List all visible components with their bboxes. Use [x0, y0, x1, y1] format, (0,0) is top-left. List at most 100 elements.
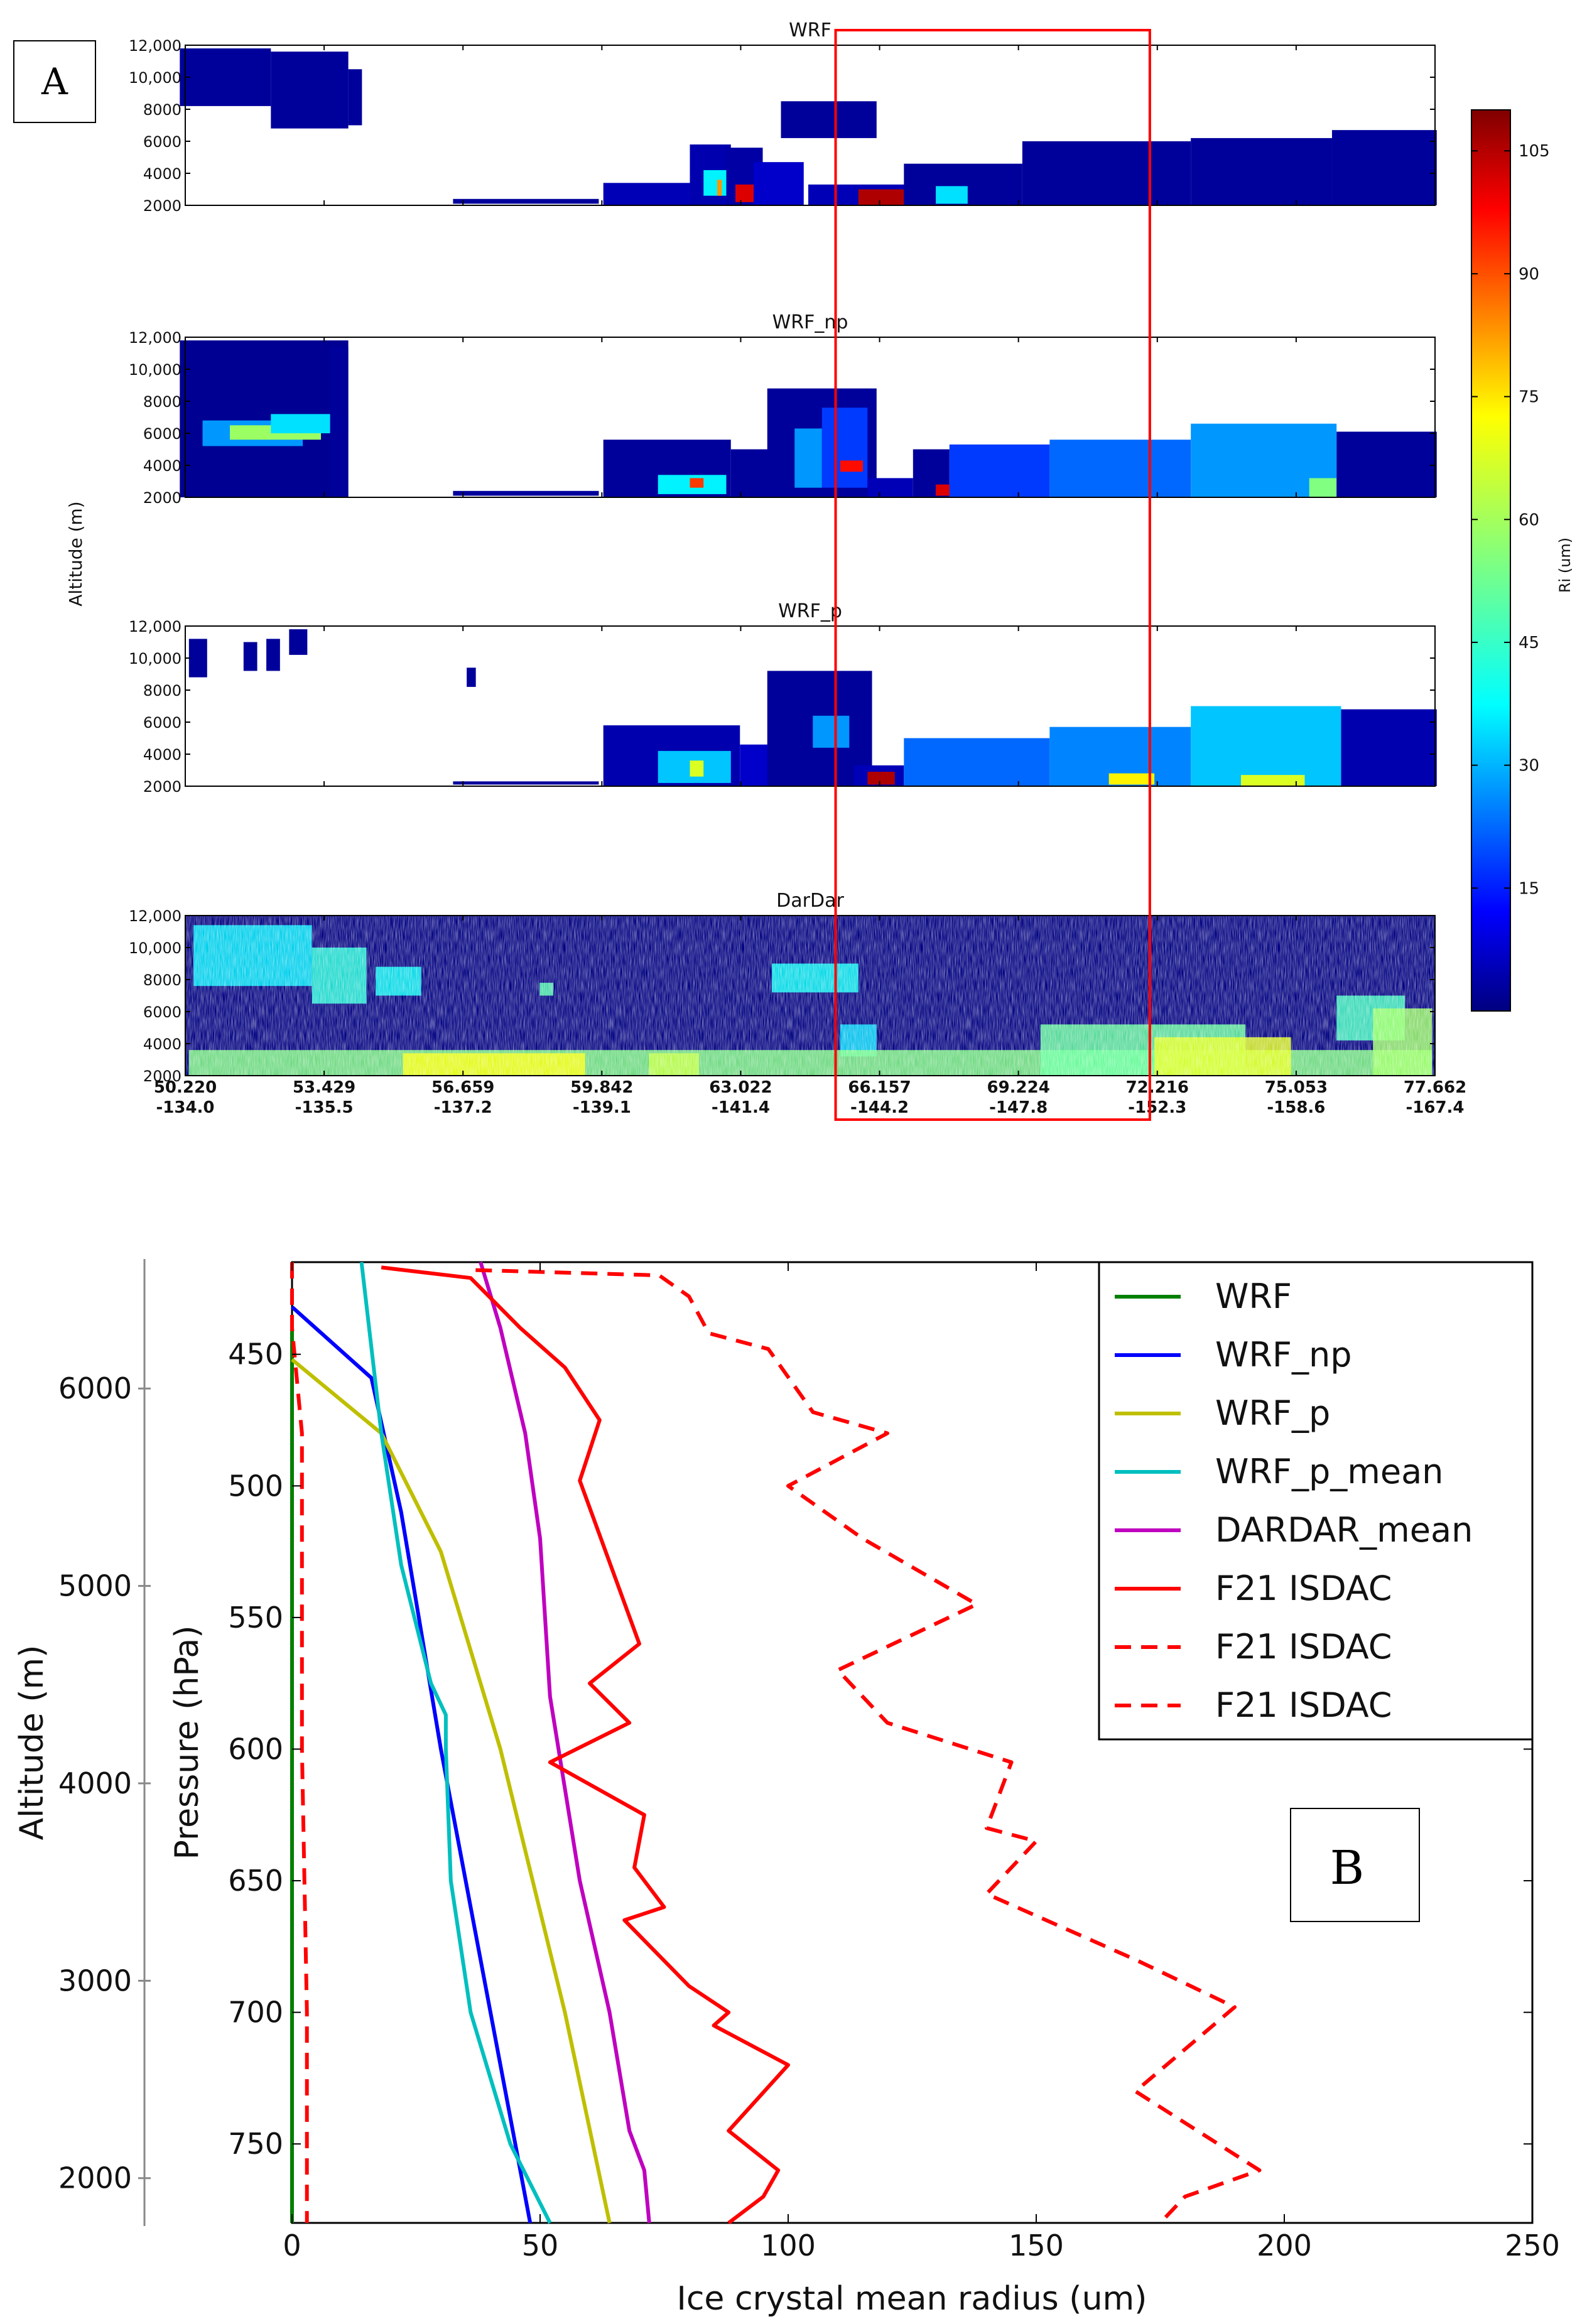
x-tick-lat: 59.842: [570, 1078, 633, 1097]
x-tick-lon: -147.8: [989, 1098, 1048, 1117]
heatmap-cell: [813, 715, 850, 748]
x-tick-lon: -158.6: [1267, 1098, 1325, 1117]
y-tick-label: 10,000: [129, 69, 181, 87]
y-tick-label: 4000: [143, 165, 181, 183]
y-tick-label: 700: [228, 1996, 283, 2029]
x-tick-lon: -137.2: [434, 1098, 492, 1117]
heatmap-cell: [690, 760, 704, 777]
heatmap-panel-dardar: DarDar 12,000 10,000 8000 6000 4000 2000: [129, 890, 1436, 1085]
x-tick-lat: 50.220: [154, 1078, 217, 1097]
y-tick-label: 8000: [143, 393, 181, 411]
heatmap-frame: [185, 45, 1436, 206]
legend-label: WRF_p: [1215, 1393, 1330, 1433]
x-tick-lon: -135.5: [295, 1098, 354, 1117]
y-tick-label: 2000: [143, 197, 181, 215]
colorbar-tick-label: 30: [1519, 757, 1539, 776]
heatmap-cell: [330, 347, 349, 497]
panel-a-label: A: [41, 60, 68, 103]
y-tick-label: 10,000: [129, 361, 181, 379]
heatmap-panel-wrf: WRF 12,000 10,000 8000 6000 4000 2000: [129, 19, 1437, 215]
heatmap-cell: [904, 738, 1050, 786]
legend-items: WRF WRF_np WRF_p WRF_p_mean DARDAR_mean F21 I…: [1115, 1277, 1473, 1725]
altitude-tick-label: 5000: [58, 1569, 132, 1603]
heatmap-cell: [1191, 706, 1341, 786]
x-tick-lat: 63.022: [709, 1078, 772, 1097]
y-tick-label: 12,000: [129, 907, 181, 925]
heatmap-cell: [867, 772, 895, 785]
x-tick-lat: 56.659: [431, 1078, 494, 1097]
altitude-axis-label-b: Altitude (m): [13, 1645, 51, 1840]
heatmap-cell: [603, 183, 690, 205]
heatmap-cell: [754, 162, 804, 205]
x-tick-label: 200: [1257, 2229, 1312, 2262]
y-tick-label: 6000: [143, 714, 181, 732]
y-tick-label: 6000: [143, 1003, 181, 1021]
y-tick-label: 6000: [143, 133, 181, 151]
legend-box: [1098, 1261, 1534, 1741]
heatmap-cell: [1191, 138, 1332, 205]
x-tick-label: 250: [1505, 2229, 1560, 2262]
heatmap-cell: [858, 189, 904, 205]
x-tick-lon: -139.1: [573, 1098, 631, 1117]
legend-label: WRF_p_mean: [1215, 1452, 1443, 1491]
heatmap-cell: [289, 629, 308, 655]
heatmap-cell: [1341, 709, 1437, 786]
altitude-tick-label: 6000: [58, 1371, 132, 1405]
y-tick-label: 4000: [143, 746, 181, 764]
y-tick-label: 2000: [143, 1067, 181, 1085]
legend-label: F21 ISDAC: [1215, 1685, 1392, 1725]
heatmap-cell: [794, 428, 822, 488]
heatmap-cell: [266, 639, 280, 671]
heatmap-cell: [1022, 141, 1191, 205]
heatmap-frame: [185, 337, 1436, 498]
heatmap-cell: [1240, 775, 1305, 786]
y-tick-label: 12,000: [129, 37, 181, 55]
colorbar-tick-label: 60: [1519, 511, 1539, 529]
altitude-axis-label: Altitude (m): [65, 501, 86, 606]
x-tick-lon: -152.3: [1128, 1098, 1186, 1117]
heatmap-cell: [188, 639, 207, 678]
altitude-tick-label: 3000: [58, 1964, 132, 1997]
altitude-ticks: 6000 5000 4000 3000 2000: [58, 1371, 151, 2195]
legend-label: WRF: [1215, 1277, 1292, 1316]
series-line-f21-isdac-6: [475, 1268, 1262, 2225]
heatmap-cell: [867, 478, 913, 497]
y-tick-label: 450: [228, 1338, 283, 1371]
x-tick-lat: 66.157: [848, 1078, 911, 1097]
y-tick-label: 500: [228, 1469, 283, 1503]
heatmap-cell: [467, 667, 476, 687]
x-tick-lon: -167.4: [1406, 1098, 1464, 1117]
y-tick-label: 2000: [143, 489, 181, 507]
heatmap-title: DarDar: [776, 890, 844, 912]
colorbar: 105 90 75 60 45 30 15 Ri (um): [1471, 109, 1574, 1012]
heatmap-x-ticks: 50.220-134.0 53.429-135.5 56.659-137.2 59.8…: [154, 1078, 1466, 1117]
heatmap-cell: [936, 186, 968, 204]
x-tick-lat: 75.053: [1265, 1078, 1328, 1097]
heatmap-title: WRF: [789, 19, 831, 41]
y-tick-label: 8000: [143, 101, 181, 119]
colorbar-tick-label: 15: [1519, 879, 1539, 898]
heatmap-cell: [690, 478, 704, 488]
y-tick-label: 2000: [143, 778, 181, 796]
series-line-f21-isdac-7: [290, 1262, 309, 2223]
colorbar-tick-label: 105: [1519, 142, 1550, 161]
line-plot-series: [290, 1262, 1262, 2225]
y-tick-label: 4000: [143, 1035, 181, 1053]
heatmap-cell: [271, 51, 349, 129]
legend-label: F21 ISDAC: [1215, 1627, 1392, 1667]
colorbar-ticks: 105 90 75 60 45 30 15: [1471, 142, 1550, 898]
panel-b-label-box: [1290, 1808, 1420, 1922]
x-tick-label: 150: [1009, 2229, 1064, 2262]
x-tick-lat: 69.224: [987, 1078, 1049, 1097]
y-tick-label: 550: [228, 1601, 283, 1635]
y-tick-label: 12,000: [129, 329, 181, 347]
series-line-dardar-mean-4: [479, 1262, 651, 2224]
heatmap-panel-wrf_p: WRF_p 12,000 10,000 8000 6000 4000 2000: [129, 600, 1437, 796]
series-line-wrf-np-1: [290, 1305, 533, 2224]
y-tick-label: 8000: [143, 971, 181, 989]
legend-label: DARDAR_mean: [1215, 1510, 1473, 1550]
legend-label: WRF_np: [1215, 1335, 1351, 1375]
y-tick-label: 750: [228, 2127, 283, 2161]
